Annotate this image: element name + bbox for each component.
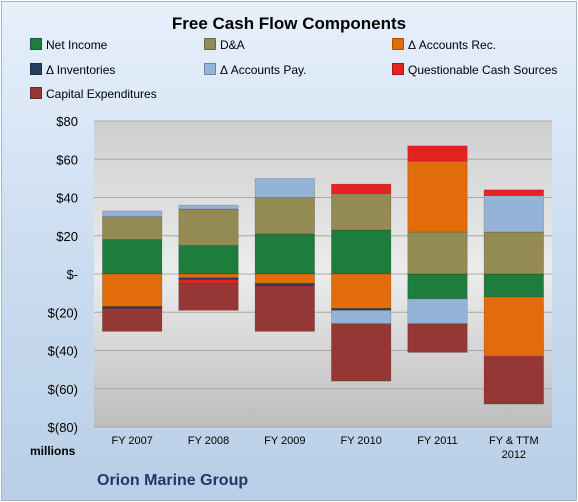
bar-segment [330, 193, 392, 231]
chart-title: Free Cash Flow Components [171, 14, 407, 33]
legend-item: D&A [204, 38, 245, 52]
legend-swatch [392, 63, 404, 75]
bar-segment [254, 285, 316, 332]
legend-item: Capital Expenditures [30, 87, 157, 101]
bar-segment [178, 273, 239, 279]
bar-segment [330, 183, 392, 195]
bar-segment [330, 309, 392, 325]
legend-label: Capital Expenditures [46, 87, 157, 101]
bar-segment [483, 231, 545, 275]
legend-label: Δ Inventories [46, 63, 116, 77]
bar-segment [330, 323, 392, 382]
bar-segment [254, 197, 316, 235]
legend-label: D&A [220, 38, 245, 52]
y-tick-label: $(80) [48, 420, 78, 435]
legend-label: Δ Accounts Rec. [408, 38, 497, 52]
bar-segment [407, 323, 468, 353]
y-tick-label: $(40) [48, 344, 78, 359]
x-tick-label: FY & TTM 2012 [489, 435, 539, 461]
x-tick-label: FY 2009 [264, 435, 305, 447]
bar-segment [254, 177, 316, 198]
y-tick-label: $60 [56, 152, 78, 167]
x-tick-label: FY 2008 [188, 435, 229, 447]
legend-label: Questionable Cash Sources [408, 63, 558, 77]
legend-item: Questionable Cash Sources [392, 63, 557, 77]
bar-segment [483, 189, 545, 196]
bar-segment [101, 210, 163, 218]
legend-label: Net Income [46, 38, 108, 52]
x-tick-label: FY 2011 [417, 435, 458, 447]
bar-segment [407, 145, 468, 162]
y-tick-label: $- [66, 267, 78, 282]
bar-segment [483, 273, 545, 298]
x-tick-label: FY 2010 [340, 435, 381, 447]
bar-segment [483, 195, 545, 233]
y-tick-label: $40 [56, 191, 78, 206]
y-tick-label: $80 [56, 114, 78, 129]
legend-swatch [204, 63, 216, 75]
legend-swatch [30, 38, 42, 50]
legend-swatch [204, 38, 216, 50]
legend-label: Δ Accounts Pay. [220, 63, 307, 77]
bar-segment [330, 273, 392, 309]
bar-segment [407, 273, 468, 300]
y-tick-label: $(60) [48, 382, 78, 397]
bar-segment [407, 298, 468, 325]
y-tick-label: $20 [56, 229, 78, 244]
legend-item: Δ Accounts Pay. [204, 63, 307, 77]
bar-segment [101, 308, 163, 332]
bar-segment [101, 273, 163, 307]
legend-item: Δ Accounts Rec. [392, 38, 496, 52]
x-tick-label: FY 2007 [111, 435, 152, 447]
bar-segment [254, 233, 316, 275]
bar-segment [483, 296, 545, 357]
bar-segment [178, 204, 239, 210]
bar-segment [407, 231, 468, 275]
bar-segment [101, 216, 163, 240]
bar-segment [178, 244, 239, 275]
bar-segment [254, 273, 316, 284]
bar-segment [101, 239, 163, 275]
bar-segment [178, 279, 239, 284]
bar-segment [407, 160, 468, 233]
bar-segment [483, 355, 545, 405]
legend-swatch [30, 87, 42, 99]
units-label: millions [30, 444, 76, 458]
bar-segment [178, 283, 239, 311]
y-tick-label: $(20) [48, 305, 78, 320]
bar-segment [330, 229, 392, 275]
legend-item: Δ Inventories [30, 63, 115, 77]
legend-swatch [392, 38, 404, 50]
legend-swatch [30, 63, 42, 75]
bar-segment [178, 208, 239, 246]
company-name: Orion Marine Group [97, 472, 249, 489]
legend-item: Net Income [30, 38, 107, 52]
